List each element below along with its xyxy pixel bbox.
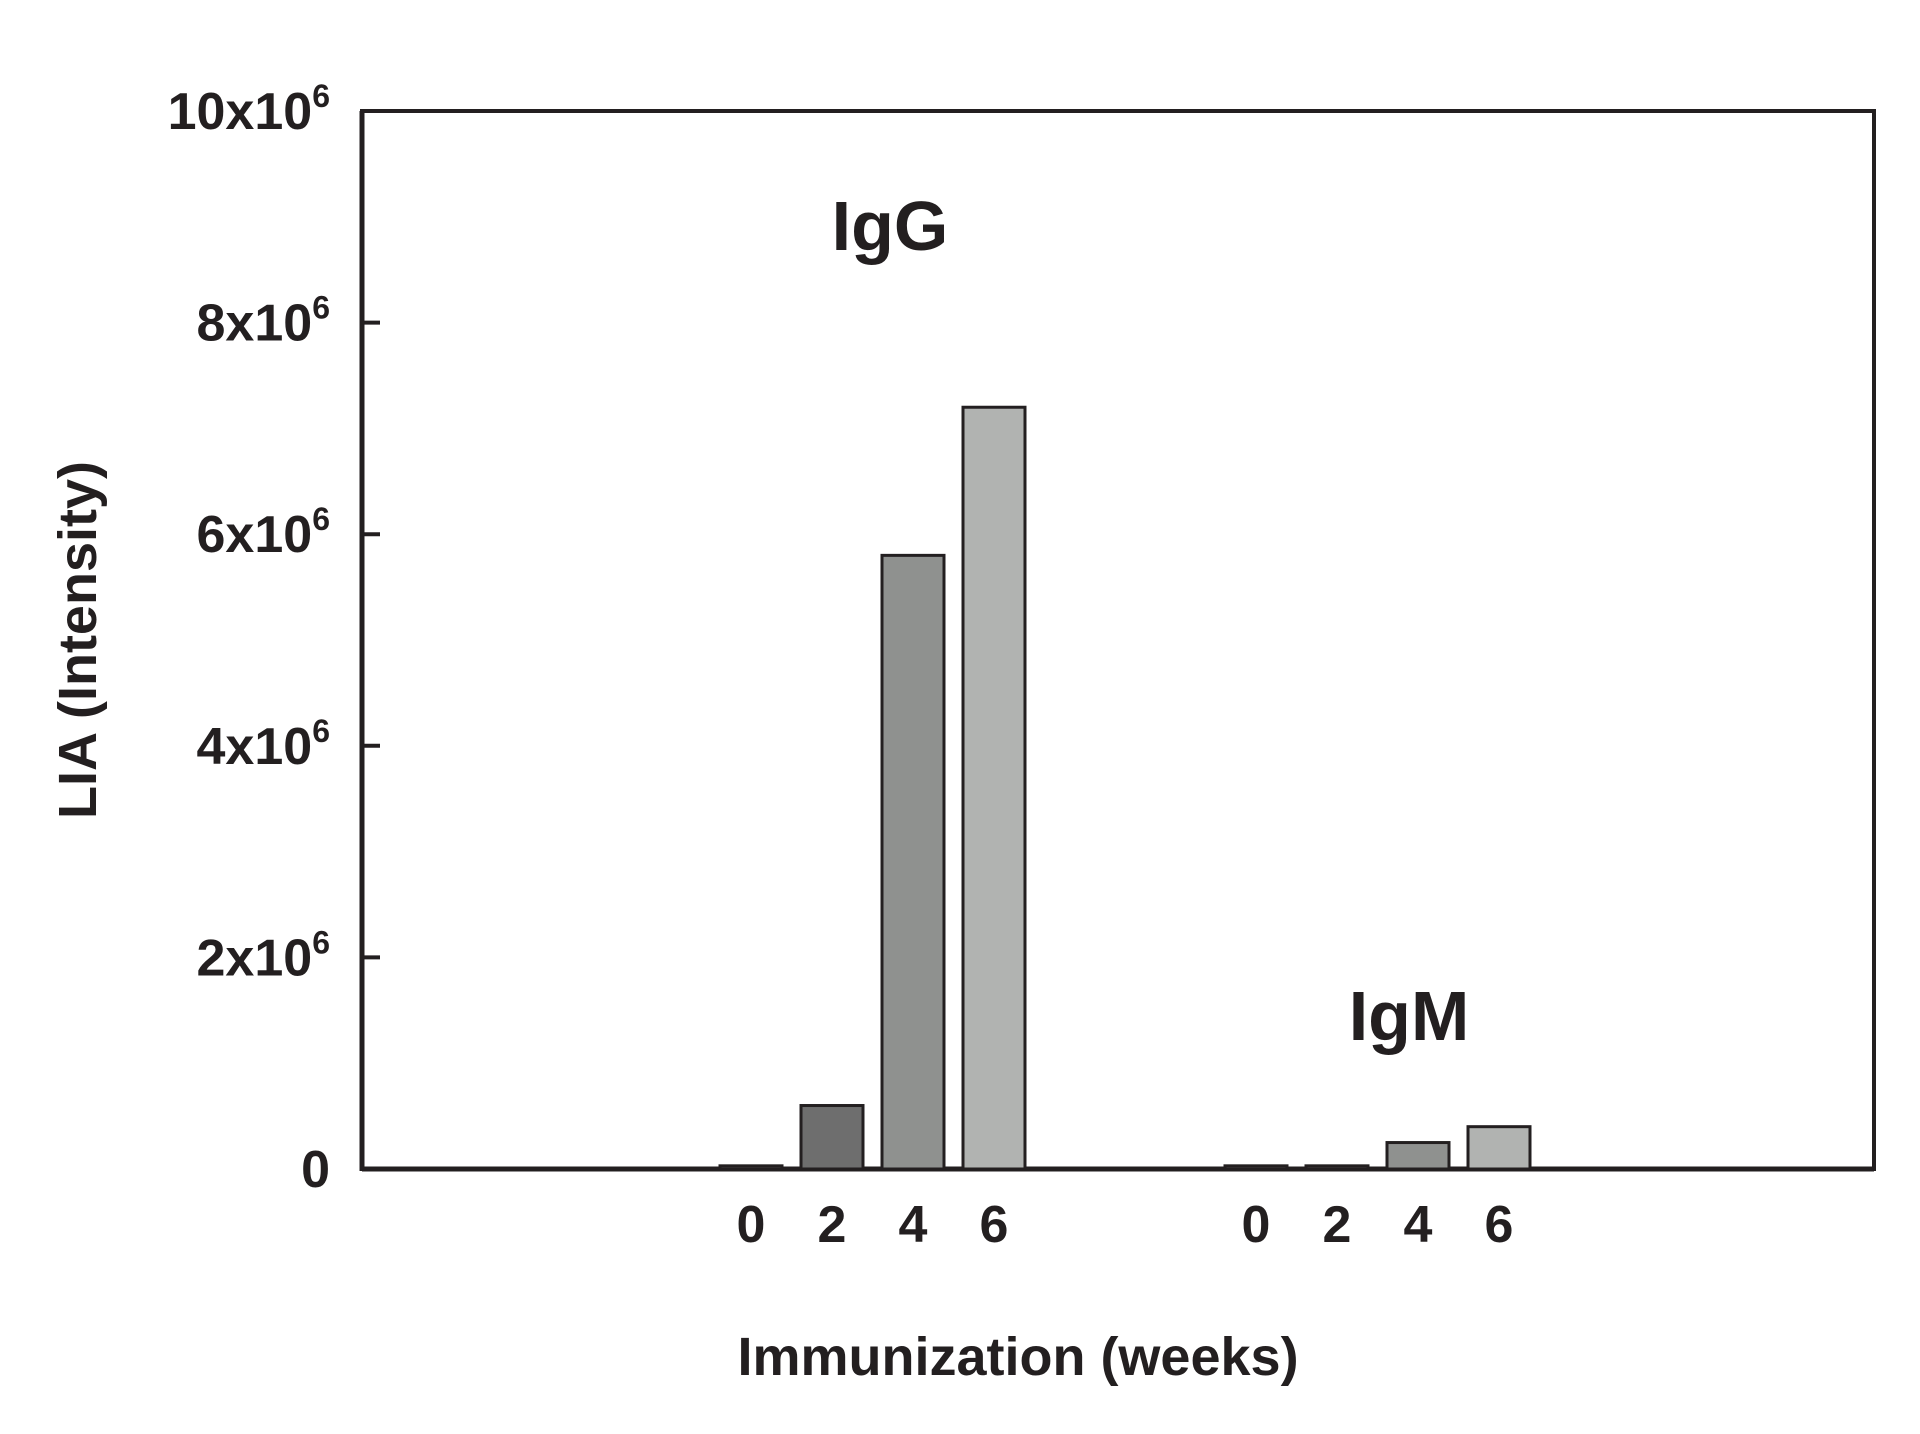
- bars: [718, 405, 1532, 1171]
- group-label-igg: IgG: [832, 187, 949, 265]
- x-axis-title: Immunization (weeks): [737, 1327, 1298, 1387]
- x-tick-label: 2: [818, 1196, 847, 1254]
- plot-frame: [360, 109, 1876, 1171]
- y-tick-label: 4x106: [197, 713, 330, 776]
- x-tick-label: 0: [1242, 1196, 1271, 1254]
- bar-igg-week-2: [799, 1104, 865, 1171]
- bar-igg-week-0: [718, 1164, 784, 1171]
- y-tick-label: 6x106: [197, 501, 330, 564]
- bar-igm-week-2: [1304, 1164, 1370, 1171]
- bar-igg-week-6: [961, 405, 1027, 1171]
- y-tick-label: 2x106: [197, 924, 330, 987]
- x-tick-label: 2: [1323, 1196, 1352, 1254]
- bar-igm-week-0: [1223, 1164, 1289, 1171]
- x-tick-label: 6: [1485, 1196, 1514, 1254]
- group-labels: IgG IgM: [832, 187, 1470, 1055]
- y-tick-label: 10x106: [168, 78, 330, 141]
- group-label-igm: IgM: [1349, 977, 1470, 1055]
- y-axis-title: LIA (Intensity): [48, 461, 108, 819]
- y-axis-ticks: 0 2x106 4x106 6x106 8x106 10x106: [168, 78, 380, 1199]
- x-tick-label: 0: [737, 1196, 766, 1254]
- x-tick-label: 4: [899, 1196, 928, 1254]
- bar-igm-week-6: [1466, 1125, 1532, 1171]
- y-tick-label: 0: [301, 1141, 330, 1199]
- bar-igm-week-4: [1385, 1141, 1451, 1171]
- bar-igg-week-4: [880, 553, 946, 1171]
- x-tick-label: 4: [1404, 1196, 1433, 1254]
- x-tick-label: 6: [980, 1196, 1009, 1254]
- y-tick-label: 8x106: [197, 290, 330, 353]
